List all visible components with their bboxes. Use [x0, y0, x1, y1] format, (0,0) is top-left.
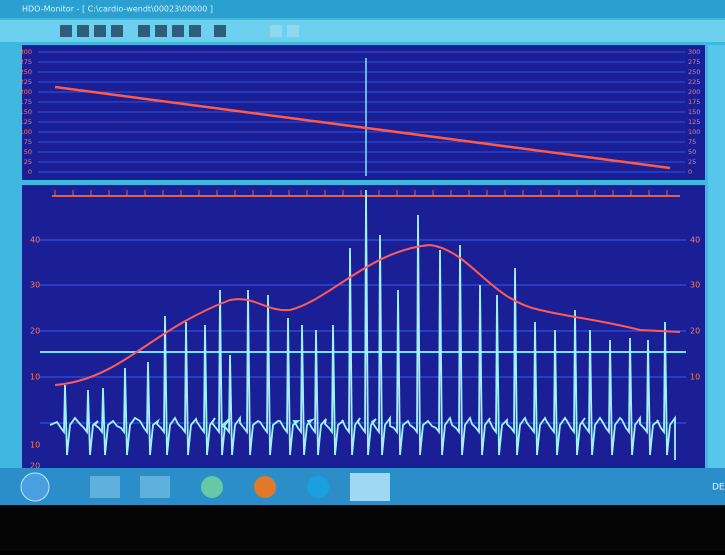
- axis-label: 75: [688, 138, 696, 146]
- tool-button[interactable]: [94, 25, 106, 37]
- axis-label: 150: [688, 108, 700, 116]
- axis-label: 250: [688, 68, 700, 76]
- tool-button[interactable]: [77, 25, 89, 37]
- screen: HDO-Monitor - [ C:\cardio-wendt\00023\00…: [0, 0, 725, 551]
- axis-label: 30: [30, 281, 40, 290]
- tool-button[interactable]: [189, 25, 201, 37]
- window-title: HDO-Monitor - [ C:\cardio-wendt\00023\00…: [22, 5, 213, 14]
- axis-label: 30: [690, 281, 700, 290]
- axis-label: 25: [688, 158, 696, 166]
- axis-label: 50: [24, 148, 32, 156]
- axis-label: 75: [24, 138, 32, 146]
- axis-label: 200: [20, 88, 32, 96]
- language-indicator[interactable]: DE: [712, 483, 725, 493]
- axis-label: 100: [688, 128, 700, 136]
- axis-label: 40: [690, 236, 700, 245]
- tool-button[interactable]: [60, 25, 72, 37]
- tool-button[interactable]: [155, 25, 167, 37]
- taskbar-app[interactable]: [201, 476, 223, 498]
- axis-label: 20: [30, 327, 40, 336]
- axis-label: 10: [690, 373, 700, 382]
- axis-label: 50: [688, 148, 696, 156]
- axis-label: 275: [20, 58, 32, 66]
- axis-label: 0: [688, 168, 692, 176]
- tool-button[interactable]: [270, 25, 282, 37]
- tool-button[interactable]: [287, 25, 299, 37]
- taskbar-app[interactable]: [254, 476, 276, 498]
- taskbar-app[interactable]: [140, 476, 170, 498]
- axis-label: 40: [30, 236, 40, 245]
- taskbar-app[interactable]: [90, 476, 120, 498]
- axis-label: 0: [28, 168, 32, 176]
- axis-label: 10: [30, 441, 40, 450]
- axis-label: 300: [688, 48, 700, 56]
- tool-button[interactable]: [138, 25, 150, 37]
- axis-label: 100: [20, 128, 32, 136]
- tool-button[interactable]: [172, 25, 184, 37]
- axis-label: 225: [20, 78, 32, 86]
- axis-label: 275: [688, 58, 700, 66]
- tool-button[interactable]: [214, 25, 226, 37]
- tool-button[interactable]: [111, 25, 123, 37]
- axis-label: 250: [20, 68, 32, 76]
- axis-label: 200: [688, 88, 700, 96]
- axis-label: 125: [688, 118, 700, 126]
- axis-label: 10: [30, 373, 40, 382]
- axis-label: 300: [20, 48, 32, 56]
- axis-label: 175: [688, 98, 700, 106]
- axis-label: 125: [20, 118, 32, 126]
- taskbar-app[interactable]: [350, 473, 390, 501]
- axis-label: 175: [20, 98, 32, 106]
- toolbar: [0, 20, 725, 42]
- taskbar-app[interactable]: [307, 476, 329, 498]
- start-button[interactable]: [21, 473, 49, 501]
- axis-label: 225: [688, 78, 700, 86]
- axis-label: 150: [20, 108, 32, 116]
- axis-label: 25: [24, 158, 32, 166]
- bezel: [0, 505, 725, 551]
- axis-label: 20: [690, 327, 700, 336]
- side-panel: [708, 45, 725, 468]
